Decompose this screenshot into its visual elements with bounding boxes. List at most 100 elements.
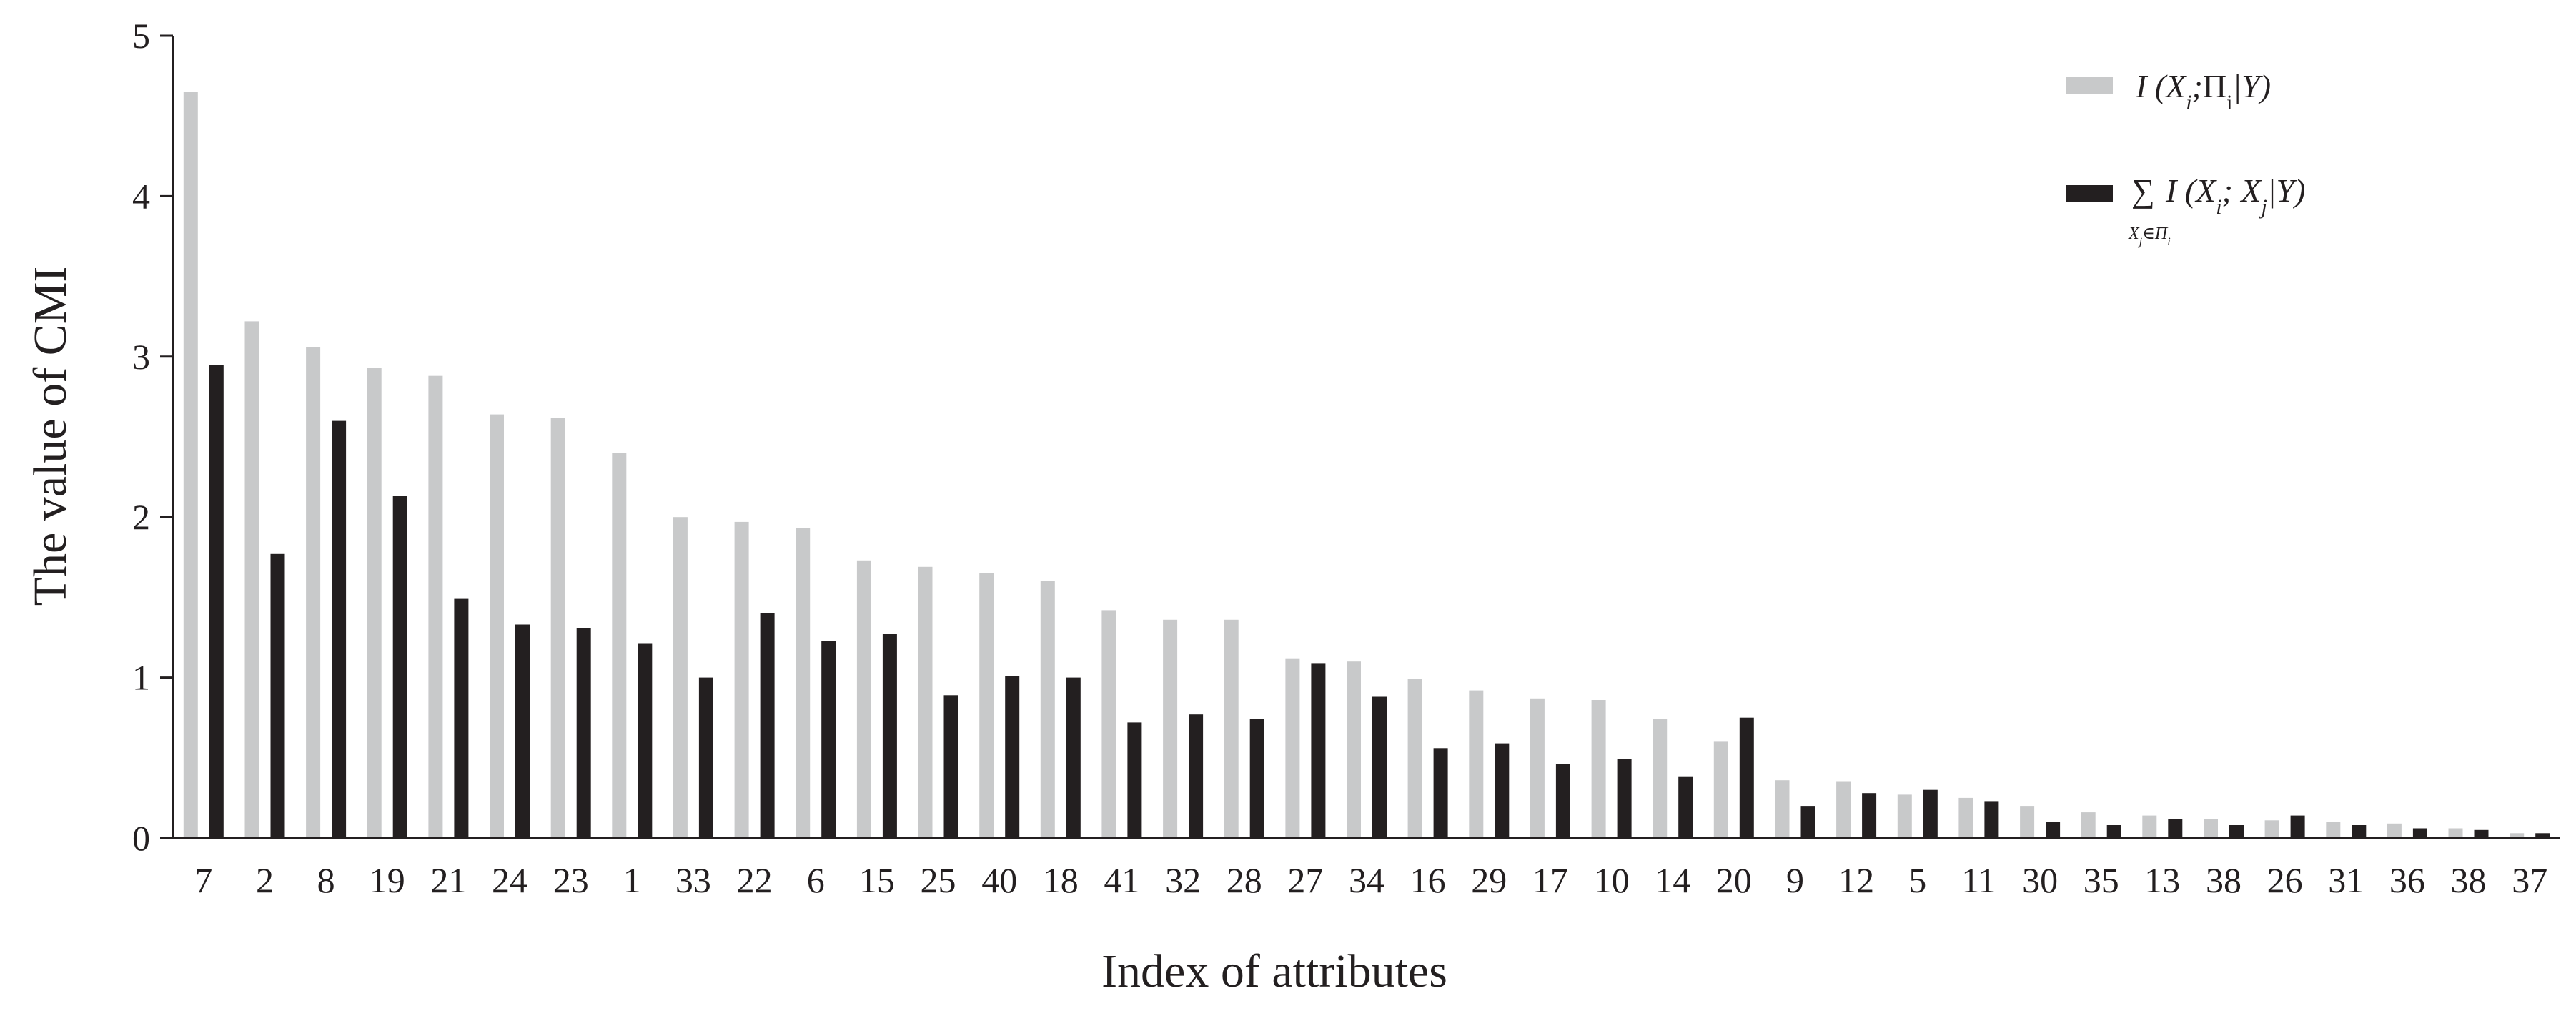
bar-series-1-12 [1836,781,1851,838]
bar-series-1-32 [1163,619,1178,838]
bar-series-1-14 [1653,719,1668,838]
bar-series-2-5 [1923,789,1938,838]
bar-series-2-19 [392,496,407,838]
bar-series-1-31 [2326,822,2341,838]
bars-layer [183,92,2550,838]
legend-swatch-series-1 [2066,77,2113,94]
bar-series-2-38 [2229,825,2244,838]
bar-series-1-18 [1040,581,1055,838]
x-tick-label: 14 [1655,860,1690,900]
x-tick-label: 10 [1594,860,1630,900]
bar-series-1-5 [1897,794,1912,838]
bar-series-1-13 [2142,815,2157,838]
bar-series-1-25 [918,566,933,838]
bar-series-2-31 [2352,825,2367,838]
bar-series-2-40 [1005,676,1020,838]
bar-series-2-16 [1433,748,1448,838]
bar-series-2-33 [698,677,713,838]
bar-series-2-38 [2474,829,2489,838]
x-tick-label: 19 [370,860,405,900]
bar-series-1-30 [2020,806,2035,838]
x-tick-label: 9 [1786,860,1804,900]
bar-series-1-33 [673,517,688,838]
bar-series-2-29 [1495,743,1510,838]
x-tick-label: 16 [1410,860,1446,900]
bar-series-2-28 [1249,719,1264,838]
legend-swatch-series-2 [2066,185,2113,202]
bar-series-2-6 [821,641,836,838]
bar-series-1-10 [1591,700,1606,838]
bar-series-1-38 [2448,828,2463,838]
bar-series-1-35 [2081,812,2096,838]
bar-series-1-9 [1775,780,1790,838]
bar-series-2-2 [270,553,285,838]
y-tick-label: 5 [132,16,150,56]
bar-series-2-32 [1189,714,1204,838]
bar-series-1-22 [734,521,749,838]
x-axis-ticks: 7 2 8 19 21 24 23 1 33 22 6 15 25 40 18 41 32 28 27 34 16 29 1… [194,860,2547,900]
bar-series-2-8 [332,420,347,838]
x-tick-label: 15 [859,860,895,900]
bar-series-2-25 [943,695,958,838]
bar-series-1-11 [1958,797,1973,838]
x-tick-label: 8 [317,860,335,900]
bar-series-1-20 [1713,741,1728,838]
x-tick-label: 41 [1104,860,1139,900]
bar-series-2-1 [638,643,653,838]
x-tick-label: 31 [2328,860,2364,900]
x-tick-label: 20 [1716,860,1752,900]
x-tick-label: 18 [1043,860,1079,900]
bar-series-1-40 [979,573,994,838]
x-tick-label: 24 [492,860,527,900]
x-tick-label: 25 [921,860,956,900]
bar-series-1-8 [306,347,321,838]
bar-series-1-19 [367,368,382,838]
bar-series-1-1 [612,453,627,838]
x-tick-label: 38 [2451,860,2487,900]
bar-series-2-35 [2106,825,2121,838]
bar-series-1-17 [1530,698,1545,838]
legend-label-series-2: I (Xi; Xj|Y) [2165,172,2305,219]
bar-series-2-11 [1984,801,1999,838]
x-tick-label: 33 [675,860,711,900]
bar-series-2-37 [2535,833,2550,838]
bar-series-1-15 [856,560,871,838]
bar-series-2-22 [760,613,775,838]
bar-series-2-12 [1862,793,1877,838]
bar-series-2-18 [1066,677,1081,838]
bar-series-1-29 [1469,690,1484,838]
legend-label-series-1: I (Xi;Πi|Y) [2135,68,2271,114]
bar-series-2-10 [1617,759,1632,838]
x-tick-label: 40 [981,860,1017,900]
y-tick-label: 0 [132,818,150,858]
y-tick-label: 3 [132,337,150,377]
x-tick-label: 12 [1838,860,1874,900]
bar-series-2-13 [2168,819,2183,838]
x-tick-label: 38 [2206,860,2241,900]
bar-series-1-34 [1347,661,1361,838]
bar-series-2-21 [454,598,469,838]
bar-series-1-27 [1285,658,1300,838]
bar-series-2-27 [1311,663,1326,838]
bar-series-1-36 [2387,823,2402,838]
bar-series-1-16 [1407,679,1422,838]
y-axis-title: The value of CMI [24,267,76,606]
bar-series-1-41 [1101,610,1116,838]
x-tick-label: 22 [737,860,773,900]
bar-series-2-17 [1555,764,1570,838]
bar-series-1-38 [2204,819,2218,838]
x-tick-label: 2 [256,860,274,900]
x-axis-title: Index of attributes [1101,945,1447,997]
y-axis-ticks: 0 1 2 3 4 5 [132,16,173,858]
x-tick-label: 27 [1287,860,1323,900]
bar-series-2-20 [1739,717,1754,838]
bar-series-1-26 [2264,820,2279,838]
bar-series-2-34 [1372,696,1387,838]
y-tick-label: 2 [132,497,150,537]
x-tick-label: 21 [430,860,466,900]
bar-series-1-6 [796,528,811,838]
x-tick-label: 7 [194,860,212,900]
x-tick-label: 13 [2144,860,2180,900]
bar-series-1-23 [550,418,565,838]
